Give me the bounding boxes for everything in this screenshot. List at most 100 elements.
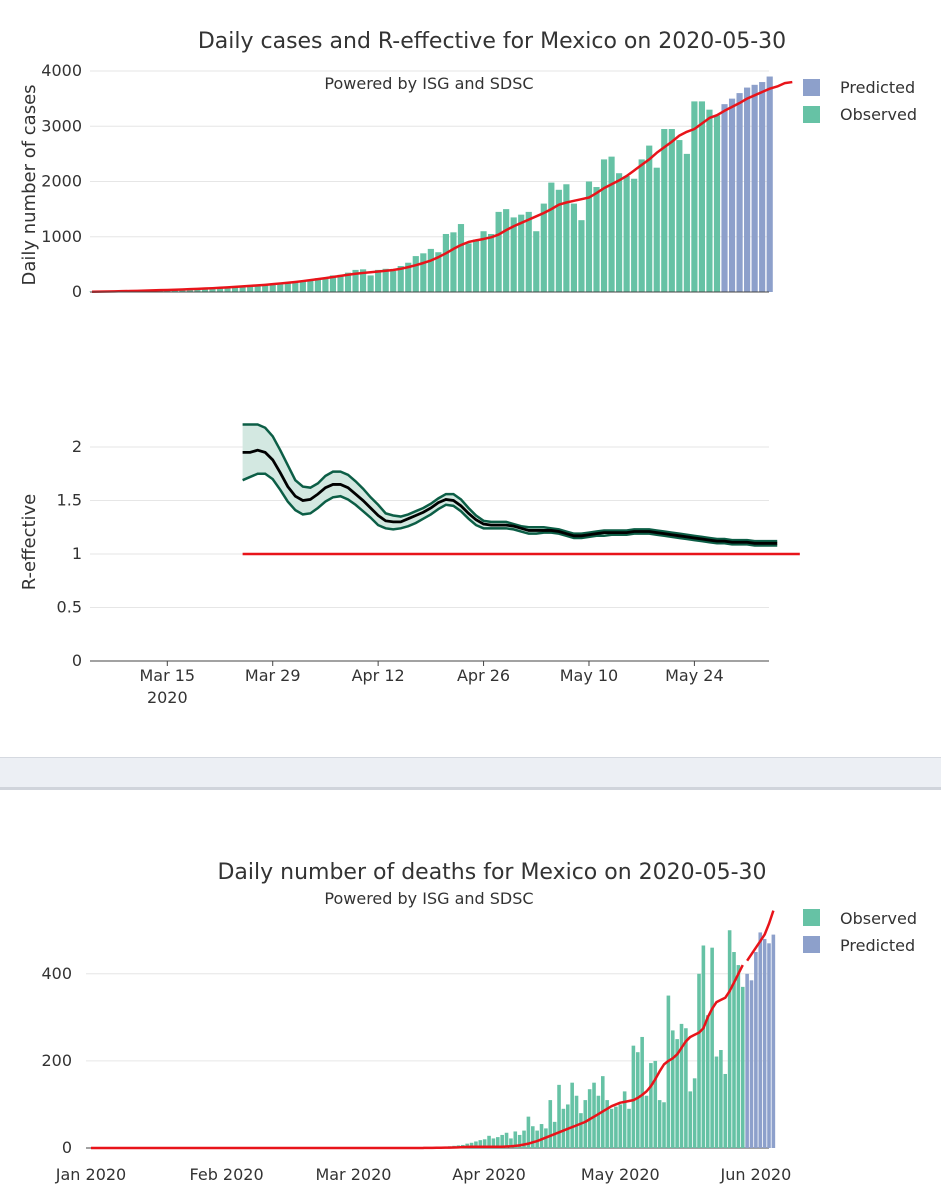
cases-y-tick-label: 0 xyxy=(72,282,82,301)
deaths-observed-bar xyxy=(557,1085,561,1148)
cases-observed-bar xyxy=(548,183,554,292)
deaths-x-tick-label: Apr 2020 xyxy=(452,1165,525,1184)
deaths-predicted-bar xyxy=(763,939,767,1148)
deaths-observed-bar xyxy=(684,1028,688,1148)
deaths-observed-bar xyxy=(719,1050,723,1148)
deaths-observed-bar xyxy=(693,1078,697,1148)
cases-observed-bar xyxy=(533,231,539,292)
r-x-tick-label: Mar 15 xyxy=(139,666,195,685)
deaths-observed-bar xyxy=(697,974,701,1148)
legend-observed-label[interactable]: Observed xyxy=(840,105,917,124)
deaths-observed-bar xyxy=(688,1091,692,1148)
deaths-bars xyxy=(426,930,775,1148)
cases-predicted-bar xyxy=(744,88,750,292)
cases-observed-bar xyxy=(571,204,577,292)
cases-observed-bar xyxy=(601,159,607,292)
cases-observed-bar xyxy=(593,187,599,292)
cases-observed-bar xyxy=(684,154,690,292)
r-y-tick-label: 0 xyxy=(72,651,82,670)
cases-chart-subtitle: Powered by ISG and SDSC xyxy=(324,74,533,93)
deaths-observed-bar xyxy=(627,1109,631,1148)
legend-predicted-swatch[interactable] xyxy=(803,79,820,96)
cases-observed-bar xyxy=(322,278,328,292)
deaths-observed-bar xyxy=(562,1109,566,1148)
deaths-x-tick-label: May 2020 xyxy=(581,1165,660,1184)
deaths-observed-bar xyxy=(579,1113,583,1148)
r-x-tick-label: May 10 xyxy=(560,666,619,685)
cases-observed-bar xyxy=(578,220,584,292)
legend-predicted-label[interactable]: Predicted xyxy=(840,936,915,955)
deaths-observed-bar xyxy=(737,965,741,1148)
deaths-predicted-bar xyxy=(772,935,776,1148)
deaths-observed-bar xyxy=(531,1126,535,1148)
deaths-observed-bar xyxy=(658,1100,662,1148)
deaths-observed-bar xyxy=(706,1015,710,1148)
cases-observed-bar xyxy=(541,204,547,292)
cases-observed-bar xyxy=(616,173,622,292)
deaths-observed-bar xyxy=(597,1096,601,1148)
legend-observed-swatch[interactable] xyxy=(803,106,820,123)
cases-predicted-bar xyxy=(721,104,727,292)
cases-predicted-bar xyxy=(729,99,735,292)
deaths-x-tick-label: Jan 2020 xyxy=(55,1165,126,1184)
r-y-tick-label: 1 xyxy=(72,544,82,563)
deaths-observed-bar xyxy=(610,1109,614,1148)
deaths-y-tick-label: 0 xyxy=(62,1138,72,1157)
cases-observed-bar xyxy=(458,224,464,292)
cases-predicted-bar xyxy=(767,77,773,292)
cases-y-tick-label: 3000 xyxy=(41,116,82,135)
deaths-x-tick-label: Jun 2020 xyxy=(719,1165,791,1184)
legend-observed-label[interactable]: Observed xyxy=(840,909,917,928)
legend-observed-swatch[interactable] xyxy=(803,909,820,926)
deaths-observed-bar xyxy=(710,948,714,1148)
deaths-observed-bar xyxy=(662,1102,666,1148)
cases-observed-bar xyxy=(608,157,614,292)
cases-observed-bar xyxy=(443,234,449,292)
deaths-predicted-bar xyxy=(758,932,762,1148)
cases-observed-bar xyxy=(518,215,524,292)
cases-y-tick-label: 1000 xyxy=(41,227,82,246)
cases-observed-bar xyxy=(624,176,630,292)
deaths-observed-bar xyxy=(667,996,671,1148)
deaths-chart-subtitle: Powered by ISG and SDSC xyxy=(324,889,533,908)
r-x-tick-label: Apr 26 xyxy=(457,666,510,685)
cases-observed-bar xyxy=(465,243,471,292)
r-y-ticks: 00.511.52 xyxy=(57,437,82,670)
cases-observed-bar xyxy=(420,253,426,292)
deaths-y-tick-label: 200 xyxy=(41,1051,72,1070)
cases-observed-bar xyxy=(488,234,494,292)
legend-predicted-swatch[interactable] xyxy=(803,936,820,953)
deaths-predicted-bar xyxy=(745,974,749,1148)
cases-observed-bar xyxy=(300,281,306,292)
cases-y-axis-label: Daily number of cases xyxy=(19,84,40,285)
r-x-tick-label: Mar 29 xyxy=(245,666,301,685)
legend-predicted-label[interactable]: Predicted xyxy=(840,78,915,97)
deaths-predicted-bar xyxy=(767,943,771,1148)
cases-observed-bar xyxy=(714,115,720,292)
cases-observed-bar xyxy=(646,146,652,292)
cases-predicted-bar xyxy=(752,85,758,292)
deaths-observed-bar xyxy=(680,1024,684,1148)
cases-observed-bar xyxy=(428,249,434,292)
cases-observed-bar xyxy=(661,129,667,292)
cases-observed-bar xyxy=(413,256,419,292)
r-confidence-band xyxy=(243,425,800,554)
deaths-predicted-bar xyxy=(754,952,758,1148)
cases-observed-bar xyxy=(450,232,456,292)
cases-observed-bar xyxy=(375,270,381,292)
cases-predicted-bar xyxy=(759,82,765,292)
cases-y-tick-label: 2000 xyxy=(41,172,82,191)
deaths-observed-bar xyxy=(623,1091,627,1148)
deaths-observed-bar xyxy=(649,1063,653,1148)
cases-observed-bar xyxy=(307,280,313,292)
r-x-tick-year: 2020 xyxy=(147,688,188,707)
deaths-observed-bar xyxy=(636,1052,640,1148)
r-y-tick-label: 1.5 xyxy=(57,491,82,510)
cases-observed-bar xyxy=(631,179,637,292)
cases-chart-title: Daily cases and R-effective for Mexico o… xyxy=(198,29,786,54)
cases-observed-bar xyxy=(676,140,682,292)
deaths-observed-bar xyxy=(540,1124,544,1148)
